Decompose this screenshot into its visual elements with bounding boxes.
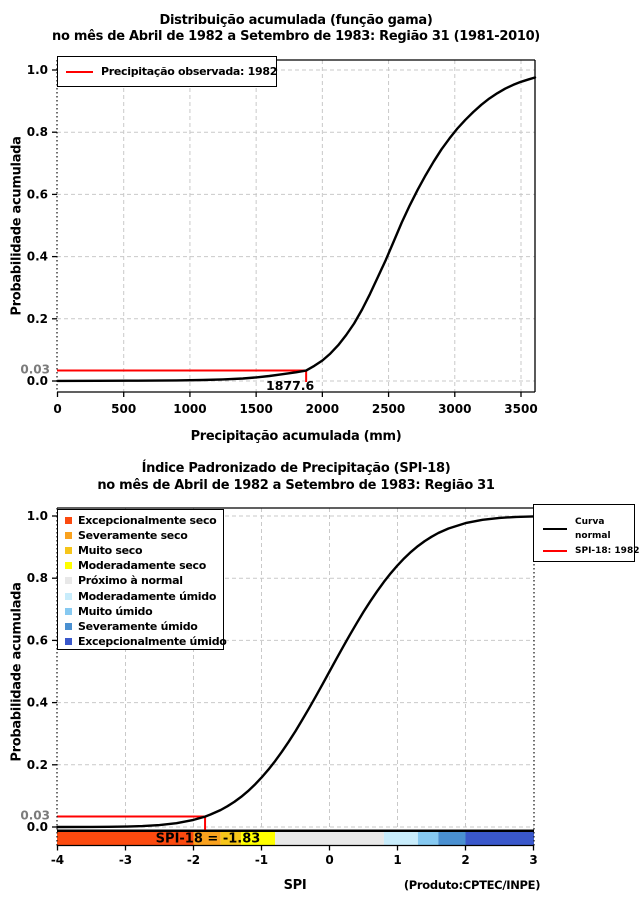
spi-category-legend: Excepcionalmente seco Severamente seco Mui… bbox=[57, 509, 227, 650]
bottom-chart-title: Índice Padronizado de Precipitação (SPI-… bbox=[141, 461, 451, 476]
category-label: Moderadamente úmido bbox=[78, 589, 217, 603]
y-tick-label: 0.4 bbox=[27, 250, 48, 264]
category-label: Muito úmido bbox=[78, 604, 153, 618]
category-legend-row: Moderadamente seco bbox=[58, 558, 223, 573]
category-color-swatch bbox=[65, 607, 72, 615]
spi-color-bar-segment bbox=[220, 831, 242, 845]
x-tick-label: 3 bbox=[529, 853, 537, 867]
x-tick-label: 2000 bbox=[306, 402, 339, 416]
category-legend-row: Muito seco bbox=[58, 543, 223, 558]
normal-curve-legend-key bbox=[543, 528, 567, 530]
observed-precip-value: 1877.6 bbox=[266, 378, 315, 393]
top-chart-legend: Precipitação observada: 1982 bbox=[57, 56, 277, 87]
curve-legend: Curva normal SPI-18: 1982 bbox=[533, 504, 639, 562]
category-color-swatch bbox=[65, 592, 72, 600]
spi-color-bar-segment bbox=[465, 831, 534, 845]
category-label: Moderadamente seco bbox=[78, 559, 206, 573]
category-label: Muito seco bbox=[78, 544, 143, 558]
spi-color-bar-segment bbox=[417, 831, 439, 845]
category-label: Excepcionalmente úmido bbox=[78, 634, 227, 648]
category-label: Severamente seco bbox=[78, 529, 188, 543]
normal-curve-legend-label-line1: Curva bbox=[575, 517, 605, 527]
category-legend-row: Excepcionalmente seco bbox=[58, 513, 223, 528]
x-tick-label: 2 bbox=[461, 853, 469, 867]
category-color-swatch bbox=[65, 547, 72, 555]
spi-color-bar-segment bbox=[57, 831, 194, 845]
top-chart-xlabel: Precipitação acumulada (mm) bbox=[190, 429, 402, 444]
observed-line-legend-key bbox=[66, 70, 93, 73]
x-tick-label: -2 bbox=[187, 853, 200, 867]
bottom-chart-subtitle: no mês de Abril de 1982 a Setembro de 19… bbox=[97, 478, 495, 493]
y-tick-label: 0.6 bbox=[27, 187, 48, 201]
category-legend-row: Excepcionalmente úmido bbox=[58, 634, 227, 649]
category-color-swatch bbox=[65, 517, 72, 525]
top-chart-subtitle: no mês de Abril de 1982 a Setembro de 19… bbox=[52, 29, 540, 44]
spi-1982-legend-label: SPI-18: 1982 bbox=[575, 546, 640, 556]
spi-color-bar-segment bbox=[383, 831, 418, 845]
x-tick-label: 3000 bbox=[438, 402, 471, 416]
y-tick-label: 0.8 bbox=[27, 571, 48, 585]
spi-color-bar-segment bbox=[275, 831, 384, 845]
y-tick-label: 0.8 bbox=[27, 125, 48, 139]
x-tick-label: -3 bbox=[119, 853, 132, 867]
category-color-swatch bbox=[65, 637, 72, 645]
product-credit: (Produto:CPTEC/INPE) bbox=[403, 878, 541, 892]
x-tick-label: 1500 bbox=[239, 402, 272, 416]
x-tick-label: 0 bbox=[325, 853, 333, 867]
bottom-chart-xlabel: SPI bbox=[283, 878, 307, 893]
category-color-swatch bbox=[65, 532, 72, 540]
gamma-cdf-curve bbox=[56, 76, 537, 383]
category-legend-row: Severamente úmido bbox=[58, 619, 223, 634]
normal-curve-legend-label-line2: normal bbox=[575, 531, 611, 541]
special-y-tick-label: 0.03 bbox=[20, 809, 50, 823]
spi-1982-legend-key bbox=[543, 550, 567, 552]
x-tick-label: -4 bbox=[51, 853, 64, 867]
category-label: Próximo à normal bbox=[78, 574, 183, 588]
category-label: Severamente úmido bbox=[78, 619, 198, 633]
spi-color-bar-segment bbox=[193, 831, 221, 845]
category-legend-row: Severamente seco bbox=[58, 528, 223, 543]
x-tick-label: 1 bbox=[393, 853, 401, 867]
category-legend-row: Moderadamente úmido bbox=[58, 588, 223, 603]
category-color-swatch bbox=[65, 562, 72, 570]
category-color-swatch bbox=[65, 577, 72, 585]
spi-color-bar-segment bbox=[438, 831, 466, 845]
category-color-swatch bbox=[65, 622, 72, 630]
x-tick-label: -1 bbox=[255, 853, 268, 867]
y-tick-label: 0.4 bbox=[27, 696, 48, 710]
y-tick-label: 0.2 bbox=[27, 312, 48, 326]
top-chart-title: Distribuição acumulada (função gama) bbox=[159, 13, 433, 28]
special-y-tick-label: 0.03 bbox=[20, 363, 50, 377]
bottom-chart-ylabel: Probabilidade acumulada bbox=[9, 582, 25, 762]
y-tick-label: 0.6 bbox=[27, 633, 48, 647]
y-tick-label: 1.0 bbox=[27, 509, 48, 523]
top-chart-ylabel: Probabilidade acumulada bbox=[9, 136, 25, 316]
x-tick-label: 2500 bbox=[372, 402, 405, 416]
spi-value-annotation: SPI-18 = -1.83 bbox=[156, 832, 261, 847]
category-legend-row: Próximo à normal bbox=[58, 573, 223, 588]
y-tick-label: 0.0 bbox=[27, 820, 48, 834]
category-label: Excepcionalmente seco bbox=[78, 514, 217, 528]
x-tick-label: 3500 bbox=[504, 402, 537, 416]
y-tick-label: 1.0 bbox=[27, 63, 48, 77]
observed-line-legend-label: Precipitação observada: 1982 bbox=[101, 65, 278, 78]
category-legend-row: Muito úmido bbox=[58, 604, 223, 619]
y-tick-label: 0.2 bbox=[27, 758, 48, 772]
spi-color-bar-segment bbox=[241, 831, 276, 845]
y-tick-label: 0.0 bbox=[27, 374, 48, 388]
normal-cdf-curve bbox=[56, 515, 535, 829]
x-tick-label: 0 bbox=[53, 402, 61, 416]
x-tick-label: 1000 bbox=[173, 402, 206, 416]
x-tick-label: 500 bbox=[111, 402, 136, 416]
